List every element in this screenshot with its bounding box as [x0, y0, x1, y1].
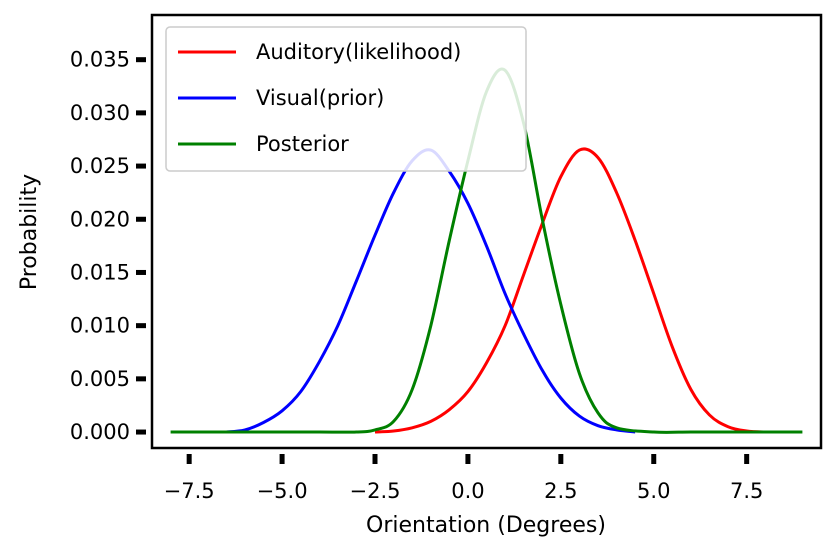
y-tick-label: 0.010 — [70, 314, 130, 338]
legend-label-0: Auditory(likelihood) — [256, 40, 461, 64]
y-tick-label: 0.020 — [70, 207, 130, 231]
legend: Auditory(likelihood) Visual(prior) Posteri… — [165, 26, 527, 172]
x-tick-label: −2.5 — [350, 479, 401, 503]
y-tick-label: 0.035 — [70, 48, 130, 72]
legend-label-1: Visual(prior) — [256, 86, 384, 110]
series-line-0 — [374, 147, 766, 434]
x-tick-label: 2.5 — [544, 479, 577, 503]
y-tick-label: 0.030 — [70, 101, 130, 125]
x-tick-label: 5.0 — [637, 479, 670, 503]
y-tick-label: 0.005 — [70, 367, 130, 391]
y-tick-label: 0.025 — [70, 154, 130, 178]
x-axis-ticks: −7.5 −5.0 −2.5 0.0 2.5 5.0 7.5 — [164, 454, 763, 503]
y-axis-title: Probability — [17, 174, 42, 290]
y-tick-label: 0.000 — [70, 420, 130, 444]
y-tick-label: 0.015 — [70, 260, 130, 284]
x-tick-label: −7.5 — [164, 479, 215, 503]
x-tick-label: −5.0 — [257, 479, 308, 503]
x-tick-label: 7.5 — [730, 479, 763, 503]
legend-label-2: Posterior — [256, 132, 349, 156]
x-tick-label: 0.0 — [451, 479, 484, 503]
y-axis-ticks: 0.000 0.005 0.010 0.015 0.020 0.025 0.030 0.035 — [70, 48, 146, 444]
x-axis-title: Orientation (Degrees) — [366, 513, 606, 538]
legend-box — [165, 26, 527, 172]
